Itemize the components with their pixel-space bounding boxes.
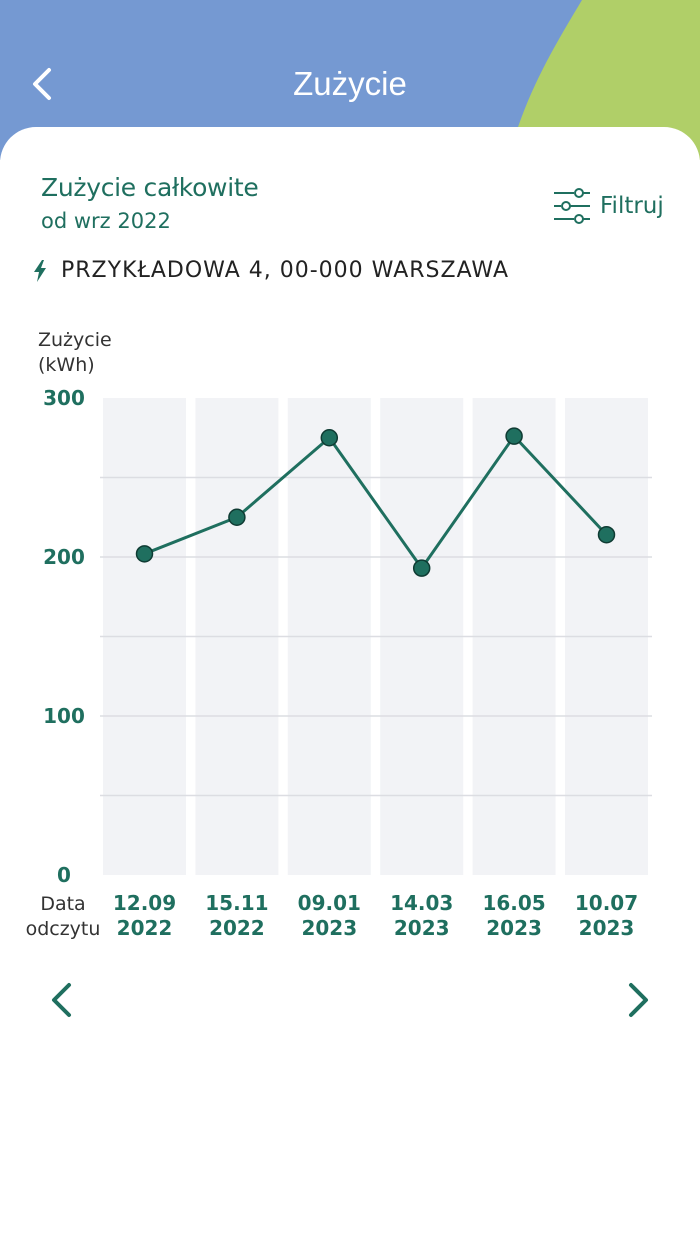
address-text: PRZYKŁADOWA 4, 00-000 WARSZAWA [61,258,510,283]
y-tick-label: 0 [57,863,71,887]
summary-title: Zużycie całkowite [41,173,259,202]
previous-page-button[interactable] [40,978,84,1022]
data-point[interactable] [597,525,616,544]
x-tick-label: 10.07 [575,891,638,915]
summary-subtitle: od wrz 2022 [41,209,171,233]
chevron-left-icon [33,68,51,100]
lightning-icon [34,259,46,282]
y-axis-title: Zużycie [38,329,112,351]
x-tick-label: 16.05 [482,891,545,915]
sliders-icon [554,188,590,224]
y-tick-label: 300 [43,386,85,410]
x-tick-label: 2023 [394,916,450,940]
x-tick-label: 2022 [117,916,173,940]
next-page-button[interactable] [616,978,660,1022]
y-tick-label: 100 [43,704,85,728]
x-tick-label: 12.09 [113,891,176,915]
data-point[interactable] [135,545,154,563]
filter-button[interactable]: Filtruj [552,186,664,226]
x-tick-label: 2022 [209,916,265,940]
x-tick-label: 14.03 [390,891,453,915]
header-accent-shape [508,0,700,160]
chevron-right-icon [629,983,648,1017]
x-tick-label: 09.01 [298,891,361,915]
x-axis-title: odczytu [26,918,101,940]
data-point[interactable] [320,429,339,447]
address-row: PRZYKŁADOWA 4, 00-000 WARSZAWA [33,258,509,283]
x-tick-label: 2023 [486,916,542,940]
x-axis-title: Data [40,893,85,915]
data-point[interactable] [228,508,246,526]
data-point[interactable] [505,427,523,445]
y-tick-label: 200 [43,545,85,569]
back-button[interactable] [22,62,66,106]
data-point[interactable] [412,559,431,577]
x-tick-label: 2023 [579,916,635,940]
chevron-left-icon [52,983,71,1017]
series-line [143,434,608,570]
x-tick-label: 15.11 [205,891,268,915]
x-tick-label: 2023 [301,916,357,940]
page-title: Zużycie [293,65,407,102]
filter-label: Filtruj [600,193,664,219]
y-axis-title: (kWh) [38,354,95,376]
